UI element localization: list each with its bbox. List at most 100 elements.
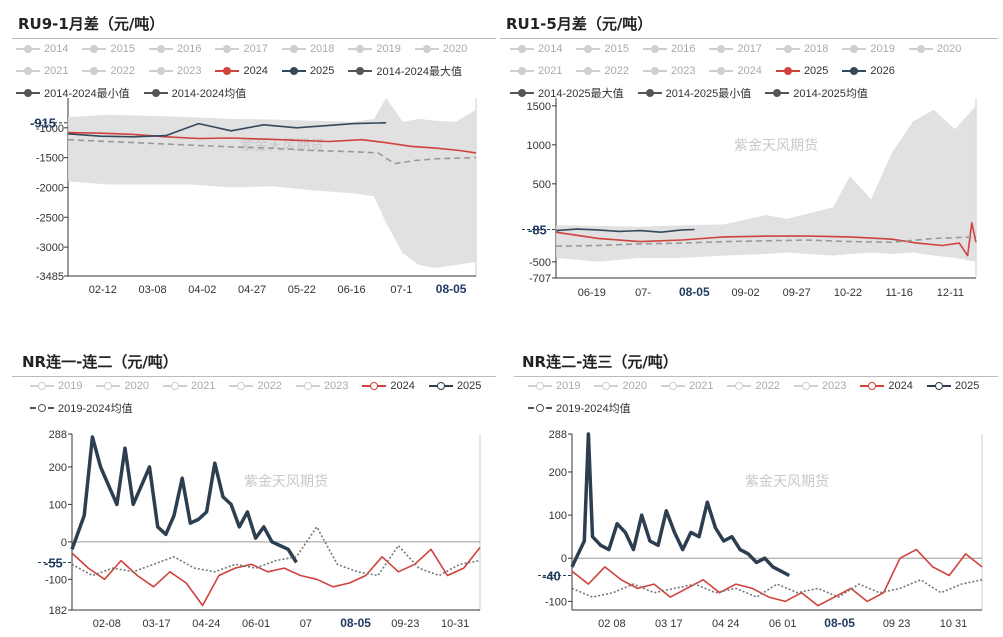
y-tick-label: -500 (529, 257, 551, 269)
legend-item[interactable]: 2018 (775, 43, 828, 55)
legend-item[interactable]: 2019 (348, 43, 401, 55)
chart-legend: 2014 2015 2016 2017 2018 2019 2020 2021 2022 2023… (510, 38, 1000, 104)
legend-marker-icon (30, 381, 54, 391)
legend-marker-icon (576, 44, 601, 54)
x-tick-label: 02-08 (93, 618, 121, 630)
chart-title: RU1-5月差（元/吨） (506, 15, 653, 33)
y-tick-label: -1000 (36, 123, 64, 135)
legend-item[interactable]: 2021 (510, 65, 562, 77)
legend-marker-icon (576, 66, 601, 76)
legend-item[interactable]: 2017 (709, 43, 762, 55)
legend-item[interactable]: 2024 (860, 380, 913, 392)
legend-item[interactable]: 2014-2025均值 (765, 85, 868, 101)
y-tick-label: 1000 (527, 140, 551, 152)
legend-label: 2023 (821, 380, 847, 392)
legend-label: 2021 (190, 380, 216, 392)
legend-item[interactable]: 2021 (162, 380, 216, 392)
legend-item[interactable]: 2023 (295, 380, 348, 392)
legend-item[interactable]: 2020 (414, 43, 467, 55)
legend-item[interactable]: 2014 (510, 43, 562, 55)
x-tick-label: 04-27 (238, 284, 266, 296)
legend-item[interactable]: 2019 (842, 43, 895, 55)
legend-marker-icon (215, 44, 240, 54)
legend-item[interactable]: 2019-2024均值 (30, 400, 133, 416)
legend-marker-icon (215, 66, 240, 76)
legend-item[interactable]: 2023 (148, 65, 201, 77)
legend-item[interactable]: 2019 (30, 380, 82, 392)
legend-marker-icon (148, 44, 173, 54)
legend-item[interactable]: 2014 (16, 43, 68, 55)
legend-item[interactable]: 2020 (908, 43, 962, 55)
legend-item[interactable]: 2016 (642, 43, 695, 55)
legend-label: 2014-2025最大值 (538, 88, 624, 100)
range-band-area (68, 98, 476, 268)
legend-label: 2023 (670, 65, 696, 77)
legend-item[interactable]: 2024 (362, 380, 415, 392)
legend-marker-icon (82, 66, 107, 76)
legend-item[interactable]: 2021 (16, 65, 68, 77)
legend-item[interactable]: 2020 (96, 380, 149, 392)
legend-marker-icon (30, 403, 54, 413)
legend-item[interactable]: 2025 (926, 380, 979, 392)
y-tick-label: 288 (49, 429, 67, 441)
x-tick-label: 06-19 (578, 287, 606, 299)
legend-label: 2014 (44, 43, 69, 55)
title-divider (514, 376, 998, 377)
legend-marker-icon (642, 44, 667, 54)
legend-item[interactable]: 2014-2025最小值 (637, 85, 751, 101)
legend-item[interactable]: 2014-2024最小值 (16, 85, 130, 101)
legend-item[interactable]: 2023 (642, 65, 696, 77)
chart-panel-nr-1-2: NR连一-连二（元/吨） 2019 2020 2021 2022 2023 2024 202… (0, 340, 500, 637)
legend-label: 2019 (58, 380, 83, 392)
legend-item[interactable]: 2024 (709, 65, 762, 77)
legend-item[interactable]: 2015 (576, 43, 629, 55)
legend-item[interactable]: 2022 (229, 380, 282, 392)
legend-item[interactable]: 2019-2024均值 (528, 400, 631, 416)
x-tick-label: 07 (300, 618, 312, 630)
current-value-label: -915 (30, 116, 56, 131)
legend-row: 2019-2024均值 (528, 397, 998, 419)
legend-label: 2021 (688, 380, 714, 392)
legend-row: 2014-2024最小值 2014-2024均值 (16, 82, 496, 104)
legend-label: 2016 (176, 43, 202, 55)
legend-row: 2014 2015 2016 2017 2018 2019 2020 (510, 38, 1000, 60)
legend-item[interactable]: 2024 (215, 65, 268, 77)
legend-item[interactable]: 2016 (148, 43, 202, 55)
legend-item[interactable]: 2025 (281, 65, 334, 77)
legend-item[interactable]: 2015 (82, 43, 135, 55)
legend-item[interactable]: 2026 (842, 65, 895, 77)
legend-marker-icon (229, 381, 254, 391)
legend-item[interactable]: 2020 (594, 380, 647, 392)
legend-label: 2024 (888, 380, 913, 392)
series-line-2026 (555, 228, 695, 233)
chart-panel-ru1-5: RU1-5月差（元/吨） 2014 2015 2016 2017 2018 2019 202… (500, 0, 1003, 300)
legend-item[interactable]: 2017 (215, 43, 268, 55)
legend-item[interactable]: 2018 (281, 43, 334, 55)
legend-item[interactable]: 2019 (528, 380, 580, 392)
legend-marker-icon (148, 66, 173, 76)
legend-item[interactable]: 2022 (576, 65, 629, 77)
title-divider (500, 38, 998, 39)
legend-item[interactable]: 2014-2024最大值 (348, 63, 462, 79)
legend-marker-icon (510, 44, 534, 54)
legend-marker-icon (348, 66, 373, 76)
legend-item[interactable]: 2014-2025最大值 (510, 85, 624, 101)
legend-item[interactable]: 2025 (775, 65, 828, 77)
legend-item[interactable]: 2014-2024均值 (143, 85, 246, 101)
legend-item[interactable]: 2023 (793, 380, 847, 392)
watermark-text: 紫金天风期货 (244, 473, 328, 490)
series-line-2024 (67, 131, 477, 154)
legend-label: 2020 (936, 43, 962, 55)
title-divider (12, 376, 496, 377)
x-tick-label: 05-22 (288, 284, 316, 296)
series-line-2019-2024均值 (571, 579, 983, 598)
legend-item[interactable]: 2025 (428, 380, 482, 392)
legend-label: 2025 (456, 380, 482, 392)
legend-item[interactable]: 2022 (727, 380, 780, 392)
legend-marker-icon (414, 44, 439, 54)
legend-row: 2021 2022 2023 2024 2025 2026 (510, 60, 1000, 82)
legend-item[interactable]: 2021 (660, 380, 714, 392)
y-tick-label: 200 (549, 467, 567, 479)
legend-item[interactable]: 2022 (82, 65, 135, 77)
chart-legend: 2014 2015 2016 2017 2018 2019 2020 2021 2022 2023… (16, 38, 496, 104)
